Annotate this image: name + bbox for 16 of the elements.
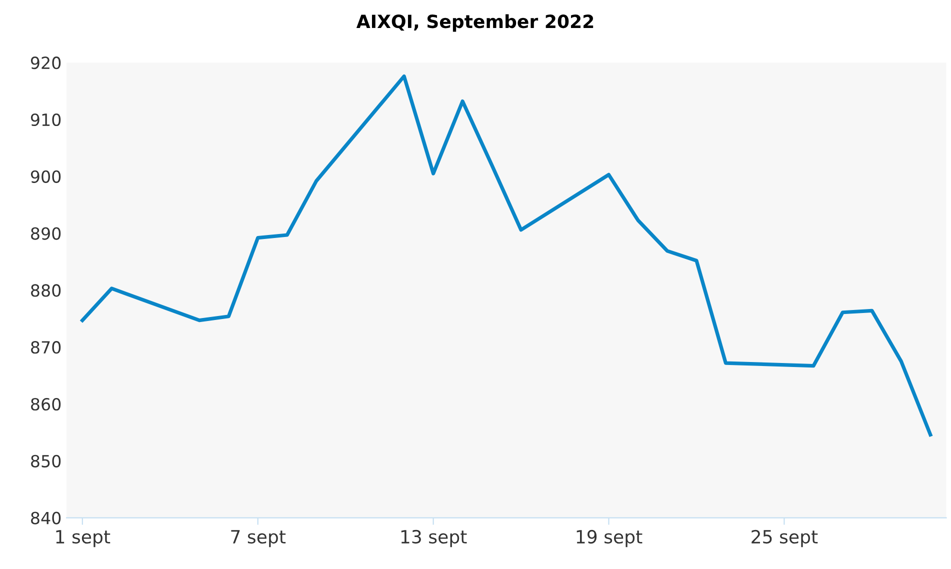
y-tick-label: 840 (31, 512, 61, 524)
y-tick-label: 850 (31, 454, 61, 468)
y-tick-label: 920 (30, 56, 61, 70)
x-tick-label: 19 sept (576, 530, 642, 548)
x-tick-label: 7 sept (231, 530, 286, 548)
x-tick-label: 1 sept (56, 530, 110, 548)
line-series (80, 74, 932, 437)
y-tick-label: 860 (31, 398, 61, 411)
y-tick-label: 910 (30, 113, 61, 126)
y-tick-label: 890 (31, 227, 61, 240)
chart-title: AIXQI, September 2022 (356, 14, 594, 32)
y-tick-label: 880 (31, 284, 61, 297)
x-tick-label: 25 sept (752, 530, 818, 548)
y-tick-label: 870 (31, 341, 61, 354)
x-tick-label: 13 sept (401, 530, 467, 548)
y-tick-label: 900 (30, 170, 61, 183)
